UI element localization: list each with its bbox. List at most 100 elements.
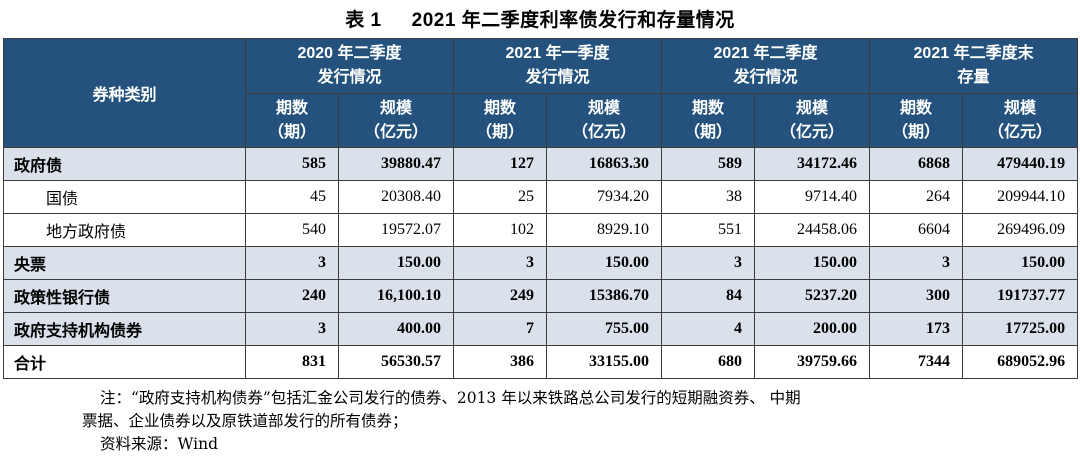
table-title: 表 1 2021 年二季度利率债发行和存量情况 <box>0 5 1080 32</box>
subheader-line1: 规模 <box>380 99 413 117</box>
subheader-line2: （亿元） <box>780 123 845 141</box>
subheader-count: 期数 （期） <box>453 93 548 148</box>
table-cell: 15386.70 <box>546 279 663 313</box>
table-cell: 127 <box>453 147 548 181</box>
table-cell: 7344 <box>869 345 964 379</box>
table-cell: 34172.46 <box>754 147 871 181</box>
table-cell: 24458.06 <box>754 213 871 247</box>
group-label-line2: 发行情况 <box>317 69 382 86</box>
row-label: 政府支持机构债券 <box>3 312 246 346</box>
table-cell: 9714.40 <box>754 180 871 214</box>
table-row-government-bonds: 政府债 585 39880.47 127 16863.30 589 34172.… <box>3 147 1079 181</box>
row-label: 地方政府债 <box>3 213 246 247</box>
subheader-count: 期数 （期） <box>245 93 339 148</box>
table-cell: 16863.30 <box>546 147 663 181</box>
table-cell: 3 <box>245 312 339 346</box>
subheader-line2: （亿元） <box>364 123 429 141</box>
subheader-scale: 规模 （亿元） <box>337 93 455 148</box>
subheader-line2: （期） <box>892 123 941 141</box>
column-group-2020q2-issuance: 2020 年二季度 发行情况 <box>244 38 455 94</box>
table-cell: 20308.40 <box>337 180 455 214</box>
subheader-line2: （期） <box>684 123 733 141</box>
group-label-line1: 2021 年一季度 <box>505 45 610 62</box>
footnote-source: 资料来源：Wind <box>100 435 219 453</box>
table-cell: 585 <box>245 147 339 181</box>
table-cell: 4 <box>661 312 756 346</box>
table-cell: 150.00 <box>546 246 663 280</box>
table-title-number: 表 1 <box>345 10 382 31</box>
table-row-treasury-bonds: 国债 45 20308.40 25 7934.20 38 9714.40 264… <box>3 180 1079 214</box>
table-title-text: 2021 年二季度利率债发行和存量情况 <box>411 10 735 31</box>
group-label-line2: 发行情况 <box>733 69 798 86</box>
column-header-bond-type: 券种类别 <box>3 38 246 148</box>
header-row-groups: 券种类别 2020 年二季度 发行情况 2021 年一季度 发行情况 2021 … <box>3 38 1079 148</box>
table-cell: 3 <box>869 246 964 280</box>
table-row-central-bank-bills: 央票 3 150.00 3 150.00 3 150.00 3 150.00 <box>3 246 1079 280</box>
table-cell: 6604 <box>869 213 964 247</box>
subheader-scale: 规模 （亿元） <box>546 93 663 148</box>
table-cell: 209944.10 <box>962 180 1079 214</box>
table-cell: 16,100.10 <box>337 279 455 313</box>
table-cell: 84 <box>661 279 756 313</box>
footnote-line-1: 注：“政府支持机构债券”包括汇金公司发行的债券、2013 年以来铁路总公司发行的… <box>100 389 801 407</box>
table-cell: 150.00 <box>337 246 455 280</box>
subheader-line1: 规模 <box>1004 99 1037 117</box>
header-row-subcolumns: 期数 （期） 规模 （亿元） 期数 （期） 规模 （亿元） 期数 （期） 规模 … <box>4 93 1079 148</box>
row-label: 国债 <box>3 180 246 214</box>
subheader-count: 期数 （期） <box>661 93 756 148</box>
table-cell: 540 <box>245 213 339 247</box>
table-cell: 38 <box>661 180 756 214</box>
group-label-line2: 存量 <box>957 69 990 86</box>
column-group-2021q1-issuance: 2021 年一季度 发行情况 <box>453 38 663 94</box>
table-cell: 3 <box>661 246 756 280</box>
subheader-count: 期数 （期） <box>869 93 964 148</box>
subheader-line2: （亿元） <box>572 123 637 141</box>
table-cell: 33155.00 <box>546 345 663 379</box>
table-cell: 249 <box>453 279 548 313</box>
table-cell: 755.00 <box>546 312 663 346</box>
table-cell: 3 <box>453 246 548 280</box>
subheader-line2: （期） <box>267 123 316 141</box>
table-cell: 7 <box>453 312 548 346</box>
table-footnotes: 注：“政府支持机构债券”包括汇金公司发行的债券、2013 年以来铁路总公司发行的… <box>82 387 1042 456</box>
column-group-2021q2-issuance: 2021 年二季度 发行情况 <box>661 38 871 94</box>
table-row-local-government-bonds: 地方政府债 540 19572.07 102 8929.10 551 24458… <box>3 213 1079 247</box>
table-cell: 39880.47 <box>337 147 455 181</box>
table-cell: 7934.20 <box>546 180 663 214</box>
table-cell: 150.00 <box>754 246 871 280</box>
subheader-line2: （期） <box>476 123 525 141</box>
footnote-line-2: 票据、企业债券以及原铁道部发行的所有债券； <box>82 412 408 430</box>
subheader-line1: 期数 <box>692 99 725 117</box>
subheader-line1: 期数 <box>484 99 517 117</box>
row-label: 央票 <box>3 246 246 280</box>
table-cell: 831 <box>245 345 339 379</box>
table-cell: 589 <box>661 147 756 181</box>
table-cell: 3 <box>245 246 339 280</box>
table-cell: 150.00 <box>962 246 1079 280</box>
subheader-scale: 规模 （亿元） <box>754 93 871 148</box>
bond-issuance-table: 券种类别 2020 年二季度 发行情况 2021 年一季度 发行情况 2021 … <box>3 38 1079 379</box>
table-cell: 680 <box>661 345 756 379</box>
subheader-line1: 期数 <box>900 99 933 117</box>
table-row-policy-bank-bonds: 政策性银行债 240 16,100.10 249 15386.70 84 523… <box>3 279 1079 313</box>
table-cell: 551 <box>661 213 756 247</box>
table-cell: 45 <box>245 180 339 214</box>
table-cell: 191737.77 <box>962 279 1079 313</box>
table-cell: 400.00 <box>337 312 455 346</box>
table-cell: 8929.10 <box>546 213 663 247</box>
subheader-scale: 规模 （亿元） <box>962 93 1079 148</box>
group-label-line1: 2021 年二季度 <box>713 45 818 62</box>
column-group-2021q2-outstanding: 2021 年二季度末 存量 <box>869 38 1079 94</box>
subheader-line1: 期数 <box>275 99 308 117</box>
row-label: 政府债 <box>3 147 246 181</box>
table-cell: 264 <box>869 180 964 214</box>
table-cell: 19572.07 <box>337 213 455 247</box>
table-cell: 386 <box>453 345 548 379</box>
table-cell: 689052.96 <box>962 345 1079 379</box>
subheader-line1: 规模 <box>588 99 621 117</box>
group-label-line1: 2020 年二季度 <box>297 45 402 62</box>
table-cell: 479440.19 <box>962 147 1079 181</box>
table-cell: 17725.00 <box>962 312 1079 346</box>
table-cell: 240 <box>245 279 339 313</box>
subheader-line2: （亿元） <box>988 123 1053 141</box>
